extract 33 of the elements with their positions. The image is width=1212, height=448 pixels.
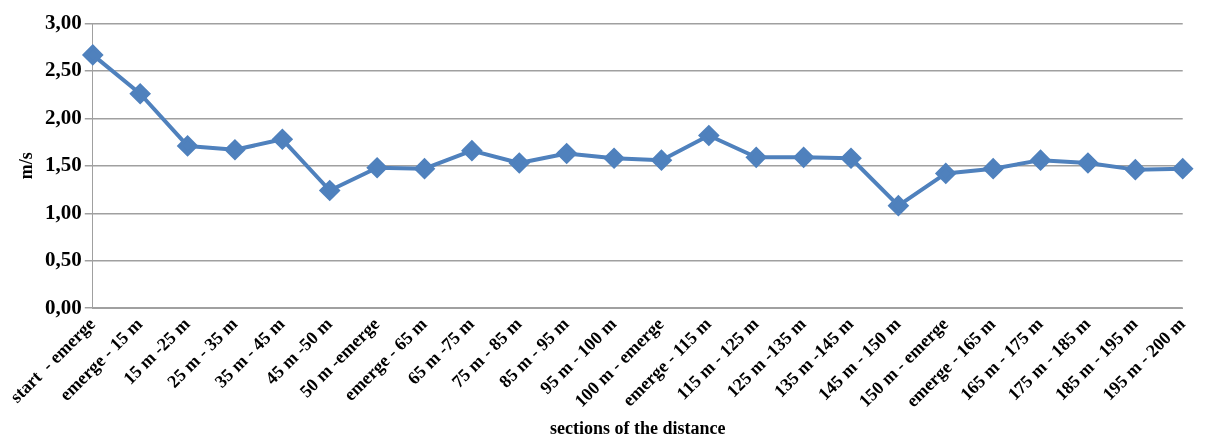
point <box>509 153 530 173</box>
point <box>698 125 719 146</box>
point <box>177 135 198 156</box>
y-tick-label: 2,50 <box>45 57 82 82</box>
y-tick-label: 0,00 <box>45 294 82 319</box>
y-tick-label: 3,00 <box>45 10 82 35</box>
point <box>1030 150 1051 171</box>
point <box>414 158 435 179</box>
y-tick-label: 1,00 <box>45 199 82 224</box>
point <box>793 147 814 168</box>
point <box>319 180 340 201</box>
point <box>651 150 672 171</box>
point <box>367 157 388 178</box>
point <box>1172 158 1193 179</box>
y-tick-label: 1,50 <box>45 152 82 177</box>
y-tick-label: 0,50 <box>45 247 82 272</box>
point <box>841 148 862 169</box>
point <box>130 83 151 104</box>
point <box>888 195 909 216</box>
point <box>935 163 956 184</box>
point <box>224 139 245 160</box>
point <box>556 143 577 164</box>
point <box>1077 153 1098 173</box>
point <box>461 140 482 161</box>
y-axis-title: m/s <box>15 152 36 180</box>
point <box>983 158 1004 179</box>
point <box>272 129 293 150</box>
point <box>746 147 767 168</box>
x-axis-title: sections of the distance <box>550 417 726 438</box>
point <box>604 148 625 169</box>
y-tick-label: 2,00 <box>45 104 82 129</box>
point <box>1125 159 1146 180</box>
point <box>82 44 103 65</box>
